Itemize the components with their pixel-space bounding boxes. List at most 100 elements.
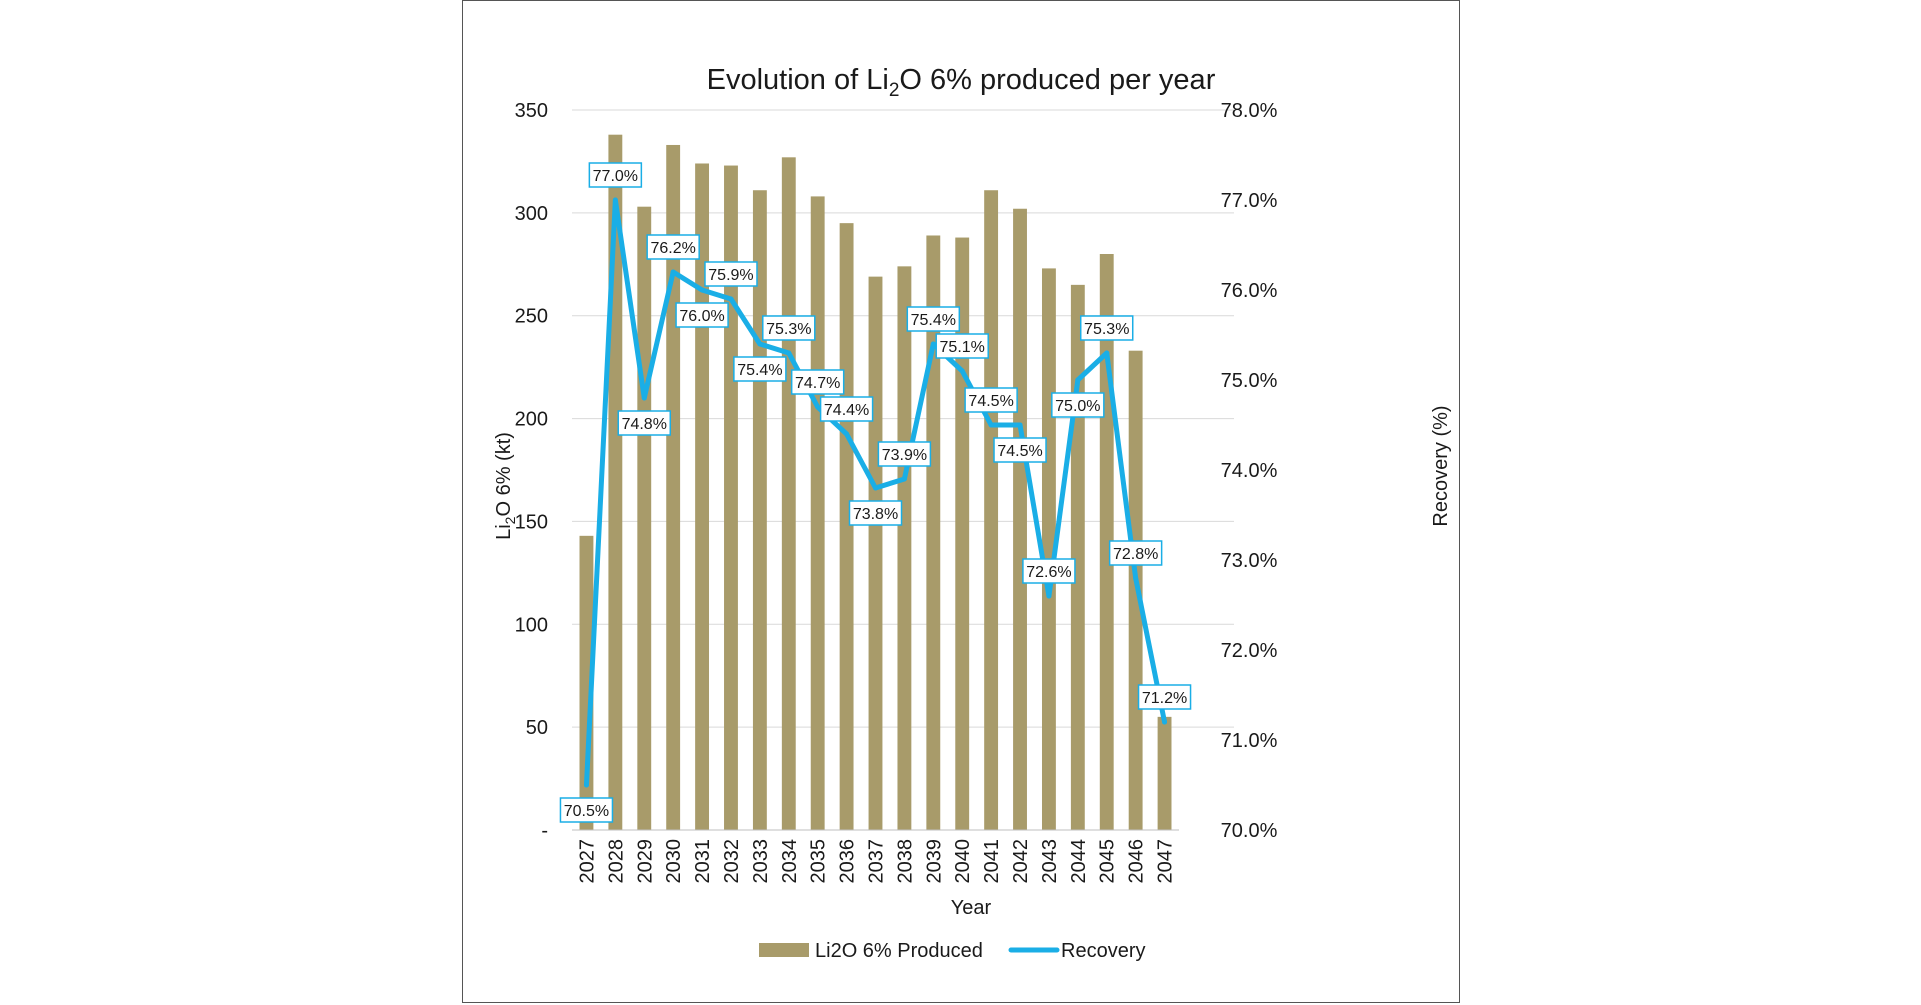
y-tick-label: 350 <box>515 100 548 122</box>
data-label-text: 74.4% <box>824 402 869 419</box>
x-axis-title: Year <box>951 897 992 919</box>
x-tick-label: 2045 <box>1097 839 1119 884</box>
chart-frame: Evolution of Li2O 6% produced per year 7… <box>462 0 1460 1003</box>
recovery-point-2042 <box>1017 422 1023 428</box>
data-label-text: 75.4% <box>911 312 956 329</box>
recovery-point-2033 <box>757 341 763 347</box>
recovery-point-2038 <box>901 476 907 482</box>
data-label-text: 74.7% <box>795 375 840 392</box>
recovery-point-2028 <box>612 197 618 203</box>
data-label-box <box>1022 558 1076 584</box>
legend-bar-swatch <box>759 943 809 957</box>
x-tick-label: 2037 <box>866 839 888 884</box>
data-label-box <box>1079 315 1134 341</box>
x-tick-label: 2033 <box>750 839 772 884</box>
y-axis-ticks: - 50 100 150 200 250 300 350 <box>515 100 548 842</box>
y2-tick-label: 75.0% <box>1221 370 1278 392</box>
data-label-text: 73.9% <box>882 447 927 464</box>
data-label-2030: 76.2% <box>646 234 700 260</box>
y2-axis-ticks: 70.0% 71.0% 72.0% 73.0% 74.0% 75.0% 76.0% 77.0%… <box>1221 100 1278 842</box>
recovery-point-2036 <box>844 431 850 437</box>
x-tick-label: 2042 <box>1010 839 1032 884</box>
recovery-point-2031 <box>699 287 705 293</box>
recovery-point-2034 <box>786 350 792 356</box>
recovery-point-2029 <box>641 395 647 401</box>
bar-2035 <box>810 196 825 830</box>
y-tick-label: 200 <box>515 409 548 431</box>
bar-2040 <box>955 237 970 831</box>
recovery-point-2040 <box>959 368 965 374</box>
data-label-box <box>733 356 787 382</box>
data-label-text: 72.8% <box>1113 546 1158 563</box>
data-label-2034: 75.3% <box>762 315 816 341</box>
y2-tick-label: 76.0% <box>1221 280 1278 302</box>
data-label-text: 70.5% <box>564 803 609 820</box>
data-label-2033: 75.4% <box>733 356 787 382</box>
data-label-box <box>1108 540 1163 566</box>
chart: Evolution of Li2O 6% produced per year 7… <box>493 64 1452 962</box>
legend-bar-label: Li2O 6% Produced <box>815 940 983 962</box>
data-label-text: 71.2% <box>1142 690 1187 707</box>
x-tick-label: 2027 <box>576 839 598 884</box>
recovery-point-2043 <box>1046 593 1052 599</box>
x-tick-label: 2036 <box>837 839 859 884</box>
bar-2037 <box>868 276 883 831</box>
data-label-text: 75.4% <box>737 362 782 379</box>
x-tick-label: 2039 <box>923 839 945 884</box>
data-label-box <box>964 387 1018 413</box>
x-tick-label: 2035 <box>808 839 830 884</box>
y2-tick-label: 72.0% <box>1221 640 1278 662</box>
data-label-2036: 74.4% <box>819 396 874 422</box>
recovery-point-2047 <box>1162 719 1168 725</box>
x-axis-ticks: 2027 2028 2029 2030 2031 2032 2033 2034 2035 2036… <box>576 839 1176 884</box>
y-tick-label: - <box>541 820 548 842</box>
x-tick-label: 2041 <box>981 839 1003 884</box>
data-label-text: 74.5% <box>997 443 1042 460</box>
recovery-point-2032 <box>728 296 734 302</box>
y-tick-label: 50 <box>526 717 548 739</box>
data-labels: 70.5% 77.0% 74.8% 76.2% 76.0% 75.9% 75.4% 75.3%… <box>559 162 1192 823</box>
x-tick-label: 2047 <box>1155 839 1177 884</box>
x-tick-label: 2032 <box>721 839 743 884</box>
data-label-box <box>935 333 989 359</box>
data-label-2038: 73.9% <box>877 441 932 467</box>
bar-2034 <box>781 157 796 831</box>
recovery-point-2035 <box>815 404 821 410</box>
y2-tick-label: 71.0% <box>1221 730 1278 752</box>
y2-tick-label: 70.0% <box>1221 820 1278 842</box>
data-label-2045: 75.3% <box>1079 315 1134 341</box>
recovery-point-2037 <box>873 485 878 491</box>
data-label-box <box>704 261 758 287</box>
bar-2047 <box>1157 716 1172 830</box>
data-label-box <box>675 302 729 328</box>
data-label-2047: 71.2% <box>1137 684 1192 710</box>
recovery-point-2045 <box>1104 350 1110 356</box>
data-label-text: 76.2% <box>650 240 695 257</box>
x-tick-label: 2038 <box>894 839 916 884</box>
y-tick-label: 250 <box>515 306 548 328</box>
x-tick-label: 2040 <box>952 839 974 884</box>
data-label-box <box>559 797 614 823</box>
data-label-2035: 74.7% <box>790 369 845 395</box>
data-label-2029: 74.8% <box>617 410 672 436</box>
bar-2036 <box>839 223 854 831</box>
y2-tick-label: 78.0% <box>1221 100 1278 122</box>
data-label-box <box>848 500 903 526</box>
recovery-point-2044 <box>1075 377 1081 383</box>
legend: Li2O 6% Produced Recovery <box>759 940 1145 962</box>
bar-2031 <box>695 163 710 830</box>
x-tick-label: 2031 <box>692 839 714 884</box>
chart-title: Evolution of Li2O 6% produced per year <box>707 64 1216 101</box>
data-label-2043: 72.6% <box>1022 558 1076 584</box>
data-label-2032: 75.9% <box>704 261 758 287</box>
data-label-2044: 75.0% <box>1051 392 1105 418</box>
data-label-text: 75.3% <box>766 321 811 338</box>
data-label-box <box>646 234 700 260</box>
data-label-text: 75.1% <box>940 339 985 356</box>
data-label-2046: 72.8% <box>1108 540 1163 566</box>
recovery-point-2039 <box>930 341 936 347</box>
data-label-box <box>877 441 932 467</box>
x-tick-label: 2030 <box>663 839 685 884</box>
data-label-box <box>993 437 1047 463</box>
y-tick-label: 150 <box>515 511 548 533</box>
